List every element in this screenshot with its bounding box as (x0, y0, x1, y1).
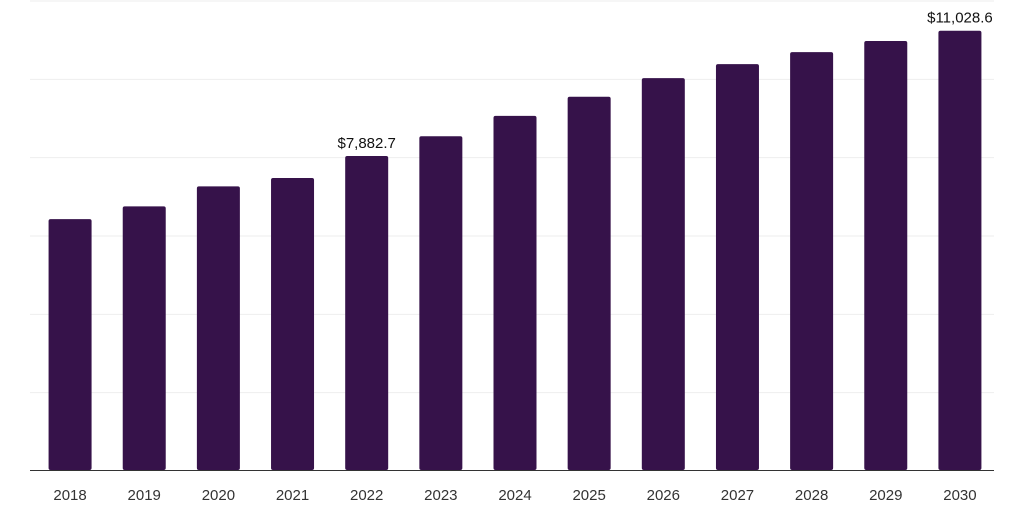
bar-2030 (938, 30, 982, 471)
data-label-2022: $7,882.7 (337, 135, 395, 152)
x-tick-labels: 2018 2019 2020 2021 2022 2023 2024 2025 2026 2027… (53, 487, 976, 504)
bar-2023 (419, 136, 463, 470)
x-tick-label-2018: 2018 (53, 487, 86, 504)
x-tick-label-2030: 2030 (943, 487, 976, 504)
bar-2029 (864, 41, 908, 471)
bar-2019 (122, 206, 166, 471)
bar-2021 (271, 178, 315, 471)
bar-2026 (641, 78, 685, 470)
bar-2028 (790, 52, 834, 470)
x-tick-label-2028: 2028 (795, 487, 828, 504)
x-tick-label-2023: 2023 (424, 487, 457, 504)
x-tick-label-2025: 2025 (572, 487, 605, 504)
bar-2027 (715, 64, 759, 470)
x-tick-label-2024: 2024 (498, 487, 531, 504)
bar-2024 (493, 115, 537, 471)
x-tick-label-2021: 2021 (276, 487, 309, 504)
bar-2018 (48, 219, 92, 470)
data-labels: $7,882.7 $11,028.6 (337, 10, 992, 152)
bars (48, 30, 982, 471)
x-tick-label-2019: 2019 (128, 487, 161, 504)
bar-2025 (567, 96, 611, 470)
bar-2022 (345, 156, 389, 470)
bar-2020 (196, 186, 240, 470)
x-tick-label-2020: 2020 (202, 487, 235, 504)
x-tick-label-2026: 2026 (647, 487, 680, 504)
data-label-2030: $11,028.6 (927, 10, 993, 27)
x-tick-label-2029: 2029 (869, 487, 902, 504)
x-tick-label-2027: 2027 (721, 487, 754, 504)
x-tick-label-2022: 2022 (350, 487, 383, 504)
